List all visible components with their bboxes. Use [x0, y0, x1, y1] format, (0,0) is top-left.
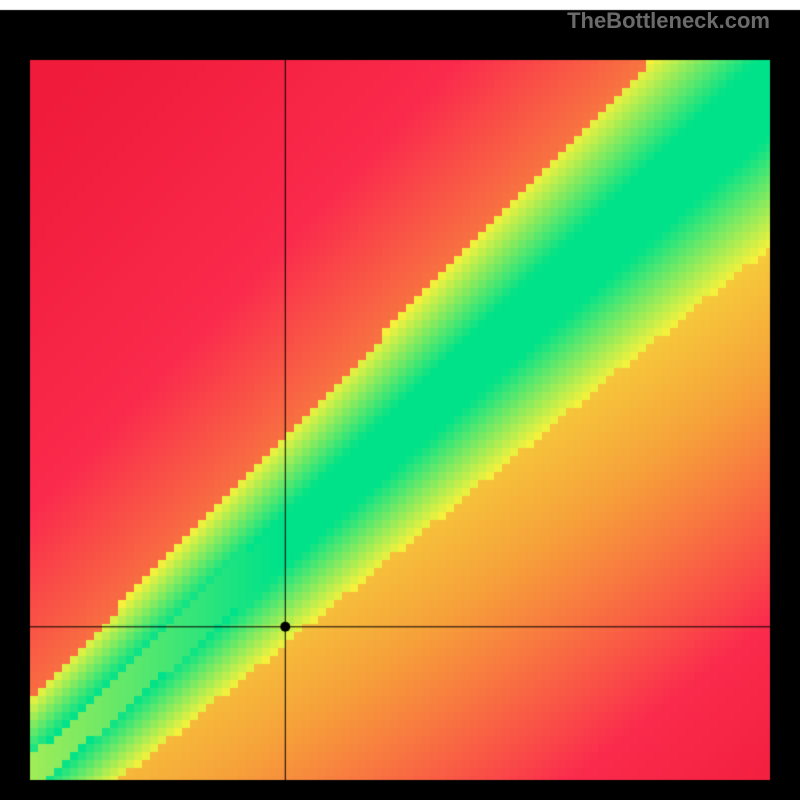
heatmap-canvas: [0, 0, 800, 800]
watermark-text: TheBottleneck.com: [567, 8, 770, 34]
